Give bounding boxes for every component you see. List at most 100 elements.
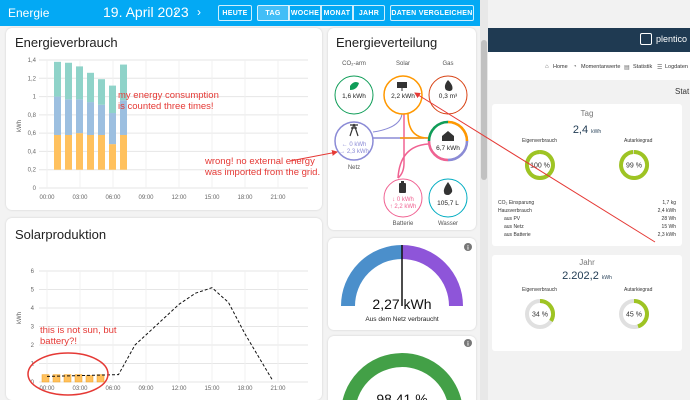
row-label: CO₂ Einsparung (498, 200, 535, 206)
gauge-blue-arc (341, 245, 403, 307)
consumption-bar-segment (109, 113, 116, 145)
year-autark-ring (633, 299, 649, 329)
date-label[interactable]: 19. April 2023 (103, 4, 189, 20)
row-value: 1,7 kg (662, 200, 676, 206)
solar-bar (96, 374, 105, 383)
y-tick-label: 1 (33, 95, 37, 101)
x-tick-label: 03:00 (72, 386, 88, 392)
grid-gauge: i 2,27 kWh Aus dem Netz verbraucht (341, 243, 472, 323)
y-axis-label: kWh (17, 312, 23, 324)
x-tick-label: 18:00 (237, 195, 253, 201)
year-eigen-value: 34 % (532, 312, 548, 319)
svg-text:i: i (467, 342, 469, 348)
annotation-consumption: my energy consumption is counted three t… (118, 90, 219, 112)
x-tick-label: 03:00 (72, 195, 88, 201)
consumption-bar-segment (98, 79, 105, 105)
consumption-bar-segment (54, 96, 61, 135)
co2-value: 1,6 kWh (342, 93, 366, 100)
battery-in-value: ↓ 0 kWh (392, 197, 414, 203)
tab-year[interactable]: JAHR (353, 5, 385, 21)
x-tick-label: 21:00 (270, 195, 286, 201)
year-eigen-ring (539, 299, 555, 323)
consumption-bar-segment (87, 102, 94, 135)
solar-bar (41, 374, 50, 383)
today-button[interactable]: HEUTE (218, 5, 252, 21)
chevron-right-icon[interactable]: › (197, 5, 201, 19)
y-tick-label: 0,6 (28, 131, 37, 137)
fire-icon (444, 80, 453, 91)
row-value: 2,3 kWh (657, 232, 676, 238)
consumption-bar-segment (109, 85, 116, 114)
row-label: Hausverbrauch (498, 208, 532, 214)
leaf-icon (350, 82, 359, 90)
plenticore-brand: plentico (656, 34, 688, 44)
info-icon[interactable] (464, 339, 472, 347)
x-tick-label: 09:00 (138, 386, 154, 392)
tab-week[interactable]: WOCHE (289, 5, 321, 21)
y-tick-label: 0,4 (28, 149, 37, 155)
y-tick-label: 4 (31, 306, 35, 312)
scrollbar-thumb[interactable] (481, 40, 487, 180)
gas-label: Gas (442, 61, 453, 67)
co2-node[interactable] (334, 75, 374, 115)
plenticore-header (488, 28, 690, 52)
self-sufficiency-gauge-card: i 98,41 % (328, 336, 476, 400)
row-value: 2,4 kWh (657, 208, 676, 214)
x-tick-label: 12:00 (171, 386, 187, 392)
gas-value: 0,3 m³ (439, 93, 458, 100)
water-value: 105,7 L (437, 200, 459, 207)
distribution-card: Energieverteilung CO₂-arm 1,6 kWh Solar … (328, 28, 476, 230)
tab-month[interactable]: MONAT (321, 5, 353, 21)
info-icon[interactable] (464, 243, 472, 251)
grid-gauge-card: i 2,27 kWh Aus dem Netz verbraucht (328, 238, 476, 330)
consumption-bar-segment (98, 104, 105, 135)
annotation-grid: wrong! no external energy was imported f… (205, 156, 321, 178)
consumption-card: Energieverbrauch 1,4 1,2 1 0,8 0,6 0,4 0,2 0 00:… (6, 28, 322, 210)
solar-value: 2,2 kWh (391, 93, 415, 100)
solar-forecast-line (46, 287, 273, 381)
water-label: Wasser (438, 221, 458, 227)
svg-text:i: i (467, 246, 469, 252)
self-sufficiency-gauge: i 98,41 % (342, 339, 472, 400)
consumption-bar-segment (76, 133, 83, 170)
x-tick-label: 21:00 (270, 386, 286, 392)
grid-solar-flow (372, 113, 403, 133)
consumption-bar-segment (76, 66, 83, 100)
grid-node[interactable] (334, 121, 374, 161)
statistics-heading: Stat (675, 87, 690, 96)
tab-day[interactable]: TAG (257, 5, 289, 21)
plenticore-navbar (488, 52, 690, 80)
app-title: Energie (8, 6, 50, 20)
consumption-bar-segment (109, 144, 116, 170)
x-tick-label: 00:00 (39, 195, 55, 201)
year-unit: kWh (601, 275, 612, 281)
consumption-bar-segment (65, 62, 72, 100)
year-autark-label: Autarkiegrad (624, 287, 653, 293)
x-tick-label: 12:00 (171, 195, 187, 201)
nav-home[interactable]: Home (553, 64, 568, 70)
battery-out-value: ↑ 2,2 kWh (390, 204, 417, 210)
x-tick-label: 18:00 (237, 386, 253, 392)
top-bar: Energie 19. April 2023 ‹ › HEUTE TAG WOC… (0, 0, 480, 26)
nav-logdaten[interactable]: Logdaten (665, 64, 688, 70)
consumption-bar-segment (98, 134, 105, 170)
year-rings: 34 % 45 % (525, 299, 649, 329)
nav-momentanwerte[interactable]: Momentanwerte (581, 64, 621, 70)
y-tick-label: 1,4 (28, 58, 37, 64)
grid-gauge-value: 2,27 kWh (372, 296, 431, 312)
solar-card: Solarproduktion 6 5 4 3 2 1 0 00:00 03:00 06:00 09… (6, 218, 322, 400)
y-tick-label: 0 (33, 186, 37, 192)
year-value: 2.202,2 (562, 270, 599, 282)
day-stats-card: Tag 2,4 kWh Eigenverbrauch Autarkiegrad … (492, 104, 682, 246)
battery-icon (399, 181, 406, 193)
x-tick-label: 09:00 (138, 195, 154, 201)
transmission-tower-icon (349, 123, 359, 137)
compare-button[interactable]: DATEN VERGLEICHEN (390, 5, 474, 21)
row-label: aus Netz (504, 224, 524, 230)
distribution-diagram: CO₂-arm 1,6 kWh Solar 2,2 kWh Gas 0,3 m³… (334, 61, 469, 227)
row-value: 15 Wh (661, 224, 676, 230)
y-tick-label: 0 (31, 380, 35, 386)
nav-statistik[interactable]: Statistik (633, 64, 653, 70)
chevron-left-icon[interactable]: ‹ (174, 5, 178, 19)
consumption-bar-segment (65, 134, 72, 170)
